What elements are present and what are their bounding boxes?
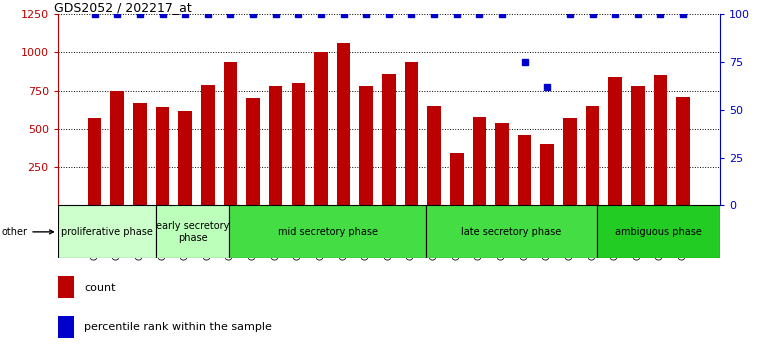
Bar [360, 86, 373, 205]
Text: other: other [2, 227, 53, 237]
Bar [133, 103, 147, 205]
Bar [201, 85, 215, 205]
Text: ambiguous phase: ambiguous phase [615, 227, 702, 237]
Bar [58, 276, 74, 298]
Text: proliferative phase: proliferative phase [61, 227, 152, 237]
Bar [676, 97, 690, 205]
Bar [156, 205, 229, 258]
Bar [598, 205, 720, 258]
Bar [563, 118, 577, 205]
Bar [269, 86, 283, 205]
Text: count: count [84, 282, 116, 293]
Bar [426, 205, 598, 258]
Bar [156, 108, 169, 205]
Bar [518, 135, 531, 205]
Bar [110, 91, 124, 205]
Bar [292, 83, 305, 205]
Text: late secretory phase: late secretory phase [461, 227, 561, 237]
Text: percentile rank within the sample: percentile rank within the sample [84, 322, 272, 332]
Bar [314, 52, 328, 205]
Bar [58, 205, 156, 258]
Bar [586, 106, 599, 205]
Bar [654, 75, 668, 205]
Bar [58, 316, 74, 338]
Bar [450, 153, 464, 205]
Bar [541, 144, 554, 205]
Bar [382, 74, 396, 205]
Text: mid secretory phase: mid secretory phase [277, 227, 377, 237]
Text: GDS2052 / 202217_at: GDS2052 / 202217_at [55, 1, 192, 14]
Bar [405, 62, 418, 205]
Bar [631, 86, 644, 205]
Bar [229, 205, 426, 258]
Text: early secretory
phase: early secretory phase [156, 221, 229, 243]
Bar [495, 123, 509, 205]
Bar [608, 77, 622, 205]
Bar [473, 116, 486, 205]
Bar [246, 98, 259, 205]
Bar [223, 62, 237, 205]
Bar [427, 106, 441, 205]
Bar [179, 110, 192, 205]
Bar [88, 118, 102, 205]
Bar [336, 43, 350, 205]
